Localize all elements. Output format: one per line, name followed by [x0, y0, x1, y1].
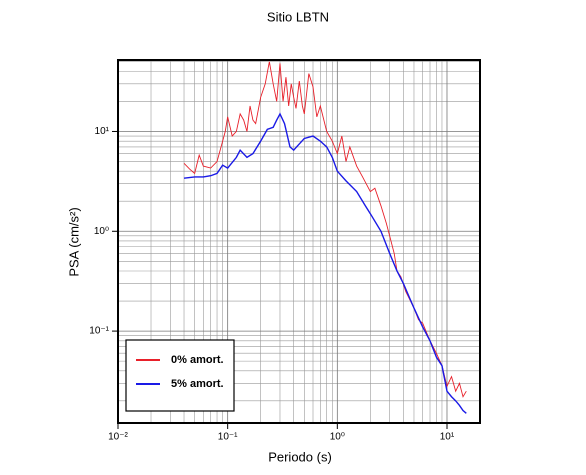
series-line — [183, 112, 467, 414]
x-tick-label: 10¹ — [440, 432, 455, 443]
x-tick-label: 10⁻² — [108, 432, 128, 443]
chart-title: Sitio LBTN — [267, 9, 329, 24]
y-tick-label: 10⁰ — [94, 226, 109, 237]
y-tick-label: 10¹ — [95, 126, 110, 137]
x-axis-label: Periodo (s) — [268, 449, 332, 464]
x-tick-label: 10⁻¹ — [218, 432, 238, 443]
legend-box — [125, 339, 235, 412]
plot-frame — [117, 59, 481, 424]
x-tick-label: 10⁰ — [330, 432, 345, 443]
y-tick-label: 10⁻¹ — [89, 326, 109, 337]
legend-label: 5% amort. — [171, 378, 224, 390]
y-axis-label: PSA (cm/s²) — [66, 207, 81, 276]
legend-label: 0% amort. — [171, 354, 224, 366]
